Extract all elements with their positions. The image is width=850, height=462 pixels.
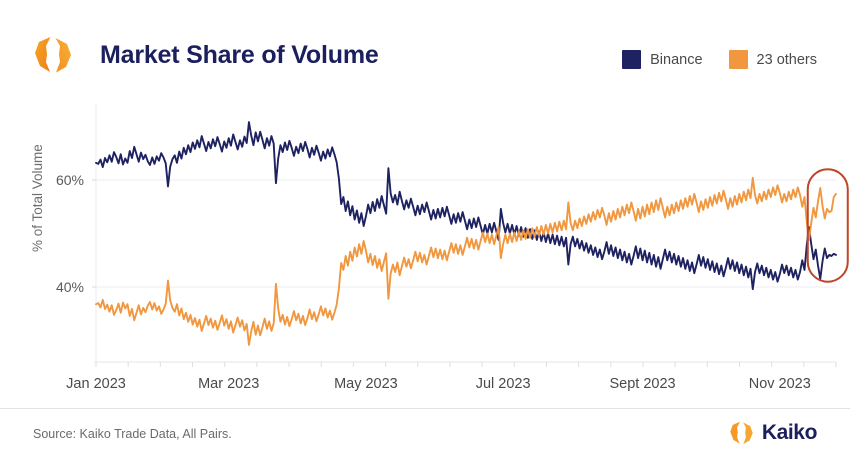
chart-legend: Binance 23 others: [622, 50, 817, 69]
x-tick-label: Sept 2023: [610, 376, 676, 392]
x-tick-label: Mar 2023: [198, 376, 259, 392]
series-line-binance: [95, 121, 837, 291]
legend-label: Binance: [650, 51, 703, 68]
series-line-23-others: [95, 176, 837, 346]
source-note: Source: Kaiko Trade Data, All Pairs.: [33, 427, 232, 441]
kaiko-logo-icon: [33, 36, 73, 74]
x-tick-label: May 2023: [334, 376, 398, 392]
highlight-annotation: [806, 168, 849, 283]
legend-square-icon: [728, 50, 748, 69]
x-tick-label: Jan 2023: [66, 376, 126, 392]
legend-label: 23 others: [756, 51, 817, 68]
legend-square-icon: [622, 50, 642, 69]
line-chart-svg: 40% 60% Jan 2023 Mar 2023 May 2023 Jul 2023 Se…: [56, 104, 849, 392]
chart-footer: Source: Kaiko Trade Data, All Pairs. Kai…: [0, 408, 850, 462]
brand-wordmark: Kaiko: [761, 421, 818, 444]
kaiko-logo-icon: [729, 421, 754, 445]
legend-item-others[interactable]: 23 others: [728, 50, 817, 69]
chart-header: Market Share of Volume Binance 23 others: [0, 0, 850, 100]
chart-plot-area: % of Total Volume 40% 60% Jan 2023 Mar 2023…: [0, 100, 850, 408]
y-tick-label: 60%: [56, 172, 84, 188]
footer-brand: Kaiko: [729, 421, 817, 445]
legend-item-binance[interactable]: Binance: [622, 50, 703, 69]
page-title: Market Share of Volume: [100, 41, 379, 69]
x-tick-label: Nov 2023: [749, 376, 811, 392]
x-tick-label: Jul 2023: [476, 376, 531, 392]
y-tick-label: 40%: [56, 279, 84, 295]
